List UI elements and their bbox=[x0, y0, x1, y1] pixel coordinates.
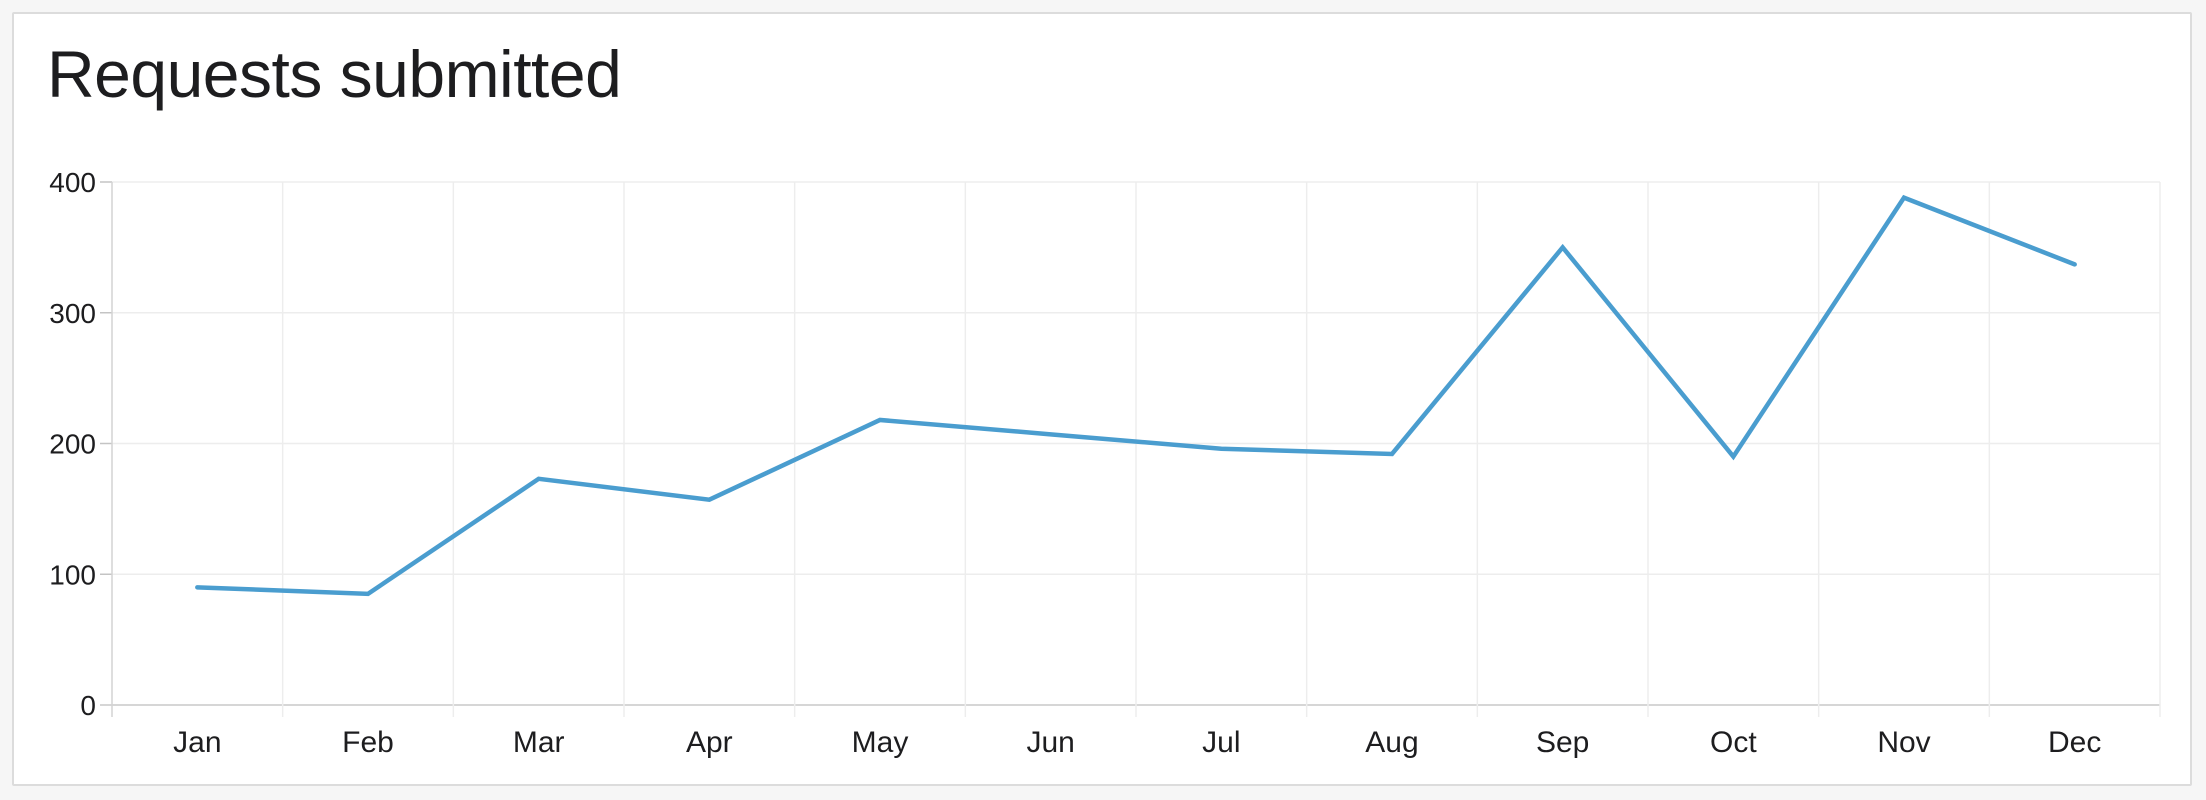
x-tick-label: Jul bbox=[1202, 726, 1240, 759]
x-tick-label: May bbox=[852, 726, 909, 759]
requests-series-line bbox=[195, 194, 2077, 597]
x-tick-label: Oct bbox=[1710, 726, 1757, 759]
y-tick-label: 100 bbox=[49, 559, 96, 590]
x-tick-label: Feb bbox=[342, 726, 394, 759]
x-tick-label: Aug bbox=[1365, 726, 1418, 759]
x-tick-label: Nov bbox=[1877, 726, 1930, 759]
y-tick-label: 300 bbox=[49, 298, 96, 329]
x-tick-label: Jan bbox=[173, 726, 221, 759]
chart-card: Requests submitted bbox=[12, 12, 2192, 786]
x-tick-label: Jun bbox=[1026, 726, 1074, 759]
chart-title: Requests submitted bbox=[47, 37, 622, 111]
x-tick-label: Apr bbox=[686, 726, 733, 759]
y-tick-label: 200 bbox=[49, 429, 96, 460]
y-tick-label: 0 bbox=[80, 690, 96, 721]
x-tick-label: Mar bbox=[513, 726, 565, 759]
x-tick-label: Sep bbox=[1536, 726, 1589, 759]
y-tick-label: 400 bbox=[49, 167, 96, 198]
x-tick-label: Dec bbox=[2048, 726, 2101, 759]
